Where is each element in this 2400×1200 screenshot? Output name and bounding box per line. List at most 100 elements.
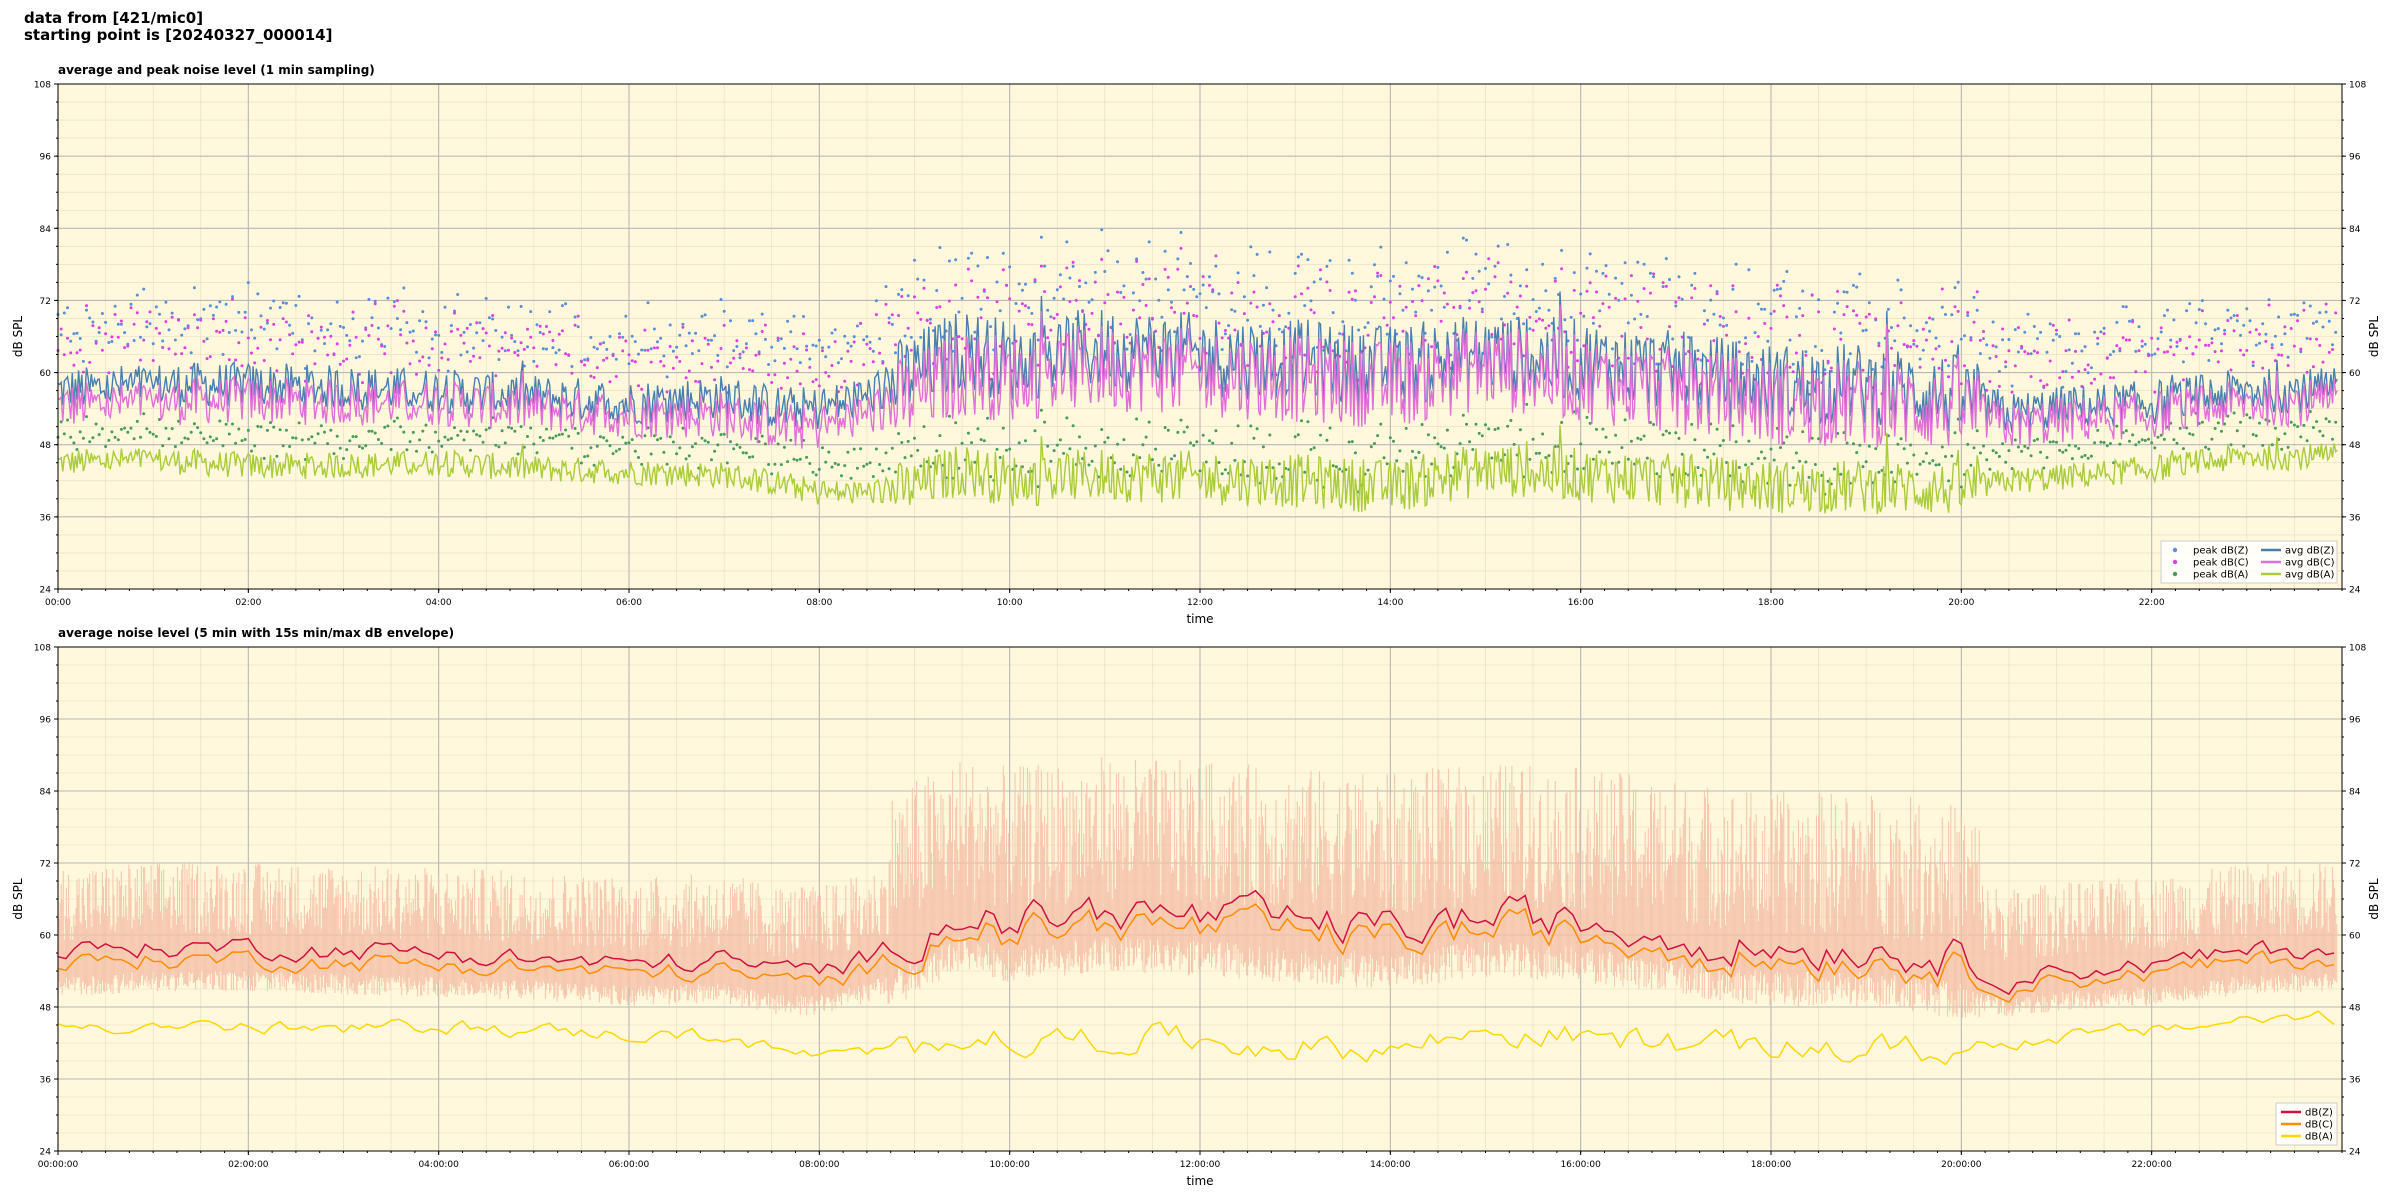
peak-point	[894, 351, 897, 355]
peak-point	[1569, 350, 1573, 354]
peak-point	[2010, 467, 2014, 471]
peak-point	[608, 380, 612, 384]
x-tick-label: 16:00	[1568, 598, 1594, 608]
peak-point	[1477, 300, 1481, 304]
x-tick-label: 04:00:00	[418, 1160, 459, 1170]
peak-point	[2036, 337, 2039, 341]
peak-point	[1268, 302, 1272, 306]
peak-point	[1442, 305, 1446, 309]
peak-point	[259, 425, 263, 429]
peak-point	[570, 371, 574, 375]
peak-point	[1905, 344, 1909, 348]
peak-point	[459, 333, 463, 337]
peak-point	[865, 335, 869, 339]
peak-point	[151, 342, 155, 346]
peak-point	[1982, 444, 1985, 448]
peak-point	[145, 427, 149, 431]
peak-point	[367, 429, 371, 433]
peak-point	[2013, 438, 2017, 442]
peak-point	[440, 356, 444, 360]
peak-point	[659, 336, 663, 340]
peak-point	[1100, 257, 1104, 261]
peak-point	[183, 436, 187, 440]
peak-point	[370, 316, 374, 320]
peak-point	[805, 455, 809, 459]
peak-point	[1458, 304, 1462, 308]
peak-point	[1357, 328, 1361, 332]
peak-point	[1712, 452, 1716, 456]
peak-point	[932, 329, 935, 333]
peak-point	[2270, 443, 2274, 447]
peak-point	[1937, 366, 1941, 370]
peak-point	[373, 302, 377, 306]
peak-point	[415, 372, 418, 376]
peak-point	[335, 342, 339, 346]
peak-point	[1106, 249, 1110, 253]
peak-point	[205, 441, 209, 445]
peak-point	[1331, 311, 1335, 315]
peak-point	[2210, 341, 2214, 345]
peak-point	[1173, 330, 1177, 334]
peak-point	[2023, 444, 2027, 448]
peak-point	[1426, 277, 1430, 281]
peak-point	[1794, 451, 1798, 455]
peak-point	[361, 381, 364, 385]
peak-point	[243, 316, 247, 320]
peak-point	[1867, 301, 1871, 305]
y-tick-label-right: 36	[2349, 1076, 2361, 1086]
legend-marker	[2172, 571, 2178, 577]
peak-point	[1807, 381, 1811, 385]
peak-point	[164, 320, 168, 324]
peak-point	[1763, 322, 1767, 325]
peak-point	[1046, 336, 1050, 340]
peak-point	[1674, 304, 1678, 308]
peak-point	[2200, 299, 2204, 303]
peak-point	[164, 426, 168, 430]
peak-point	[1331, 464, 1335, 468]
peak-point	[1214, 254, 1218, 258]
peak-point	[231, 297, 234, 301]
peak-point	[814, 473, 818, 477]
peak-point	[979, 307, 983, 311]
peak-point	[874, 313, 878, 317]
peak-point	[2070, 375, 2074, 379]
peak-point	[1702, 309, 1706, 313]
peak-point	[1861, 329, 1865, 333]
peak-point	[262, 456, 266, 460]
peak-point	[399, 328, 403, 332]
peak-point	[1772, 458, 1776, 462]
peak-point	[399, 333, 403, 337]
peak-point	[881, 469, 885, 473]
peak-point	[1972, 320, 1976, 324]
y-tick-label-right: 24	[2349, 586, 2361, 596]
y-axis-label-right: dB SPL	[2367, 316, 2381, 358]
peak-point	[424, 326, 428, 330]
peak-point	[1128, 333, 1132, 336]
peak-point	[1170, 300, 1173, 304]
peak-point	[1217, 321, 1221, 325]
peak-point	[2159, 326, 2163, 330]
peak-point	[1782, 304, 1786, 308]
peak-point	[2067, 318, 2071, 322]
peak-point	[840, 474, 843, 478]
peak-point	[2283, 325, 2287, 329]
peak-point	[2185, 346, 2189, 350]
peak-point	[1001, 268, 1005, 272]
peak-point	[1953, 431, 1957, 435]
peak-point	[1702, 448, 1706, 452]
peak-point	[1353, 298, 1357, 302]
peak-point	[1347, 258, 1351, 262]
peak-point	[1401, 308, 1405, 312]
peak-point	[1461, 277, 1465, 280]
peak-point	[297, 340, 301, 344]
peak-point	[1569, 454, 1573, 458]
peak-point	[2042, 466, 2046, 470]
peak-point	[2055, 332, 2058, 336]
peak-point	[716, 353, 720, 357]
peak-point	[2029, 352, 2033, 356]
peak-point	[2286, 445, 2290, 449]
peak-point	[2292, 423, 2296, 427]
peak-point	[817, 467, 821, 471]
peak-point	[1062, 342, 1066, 346]
